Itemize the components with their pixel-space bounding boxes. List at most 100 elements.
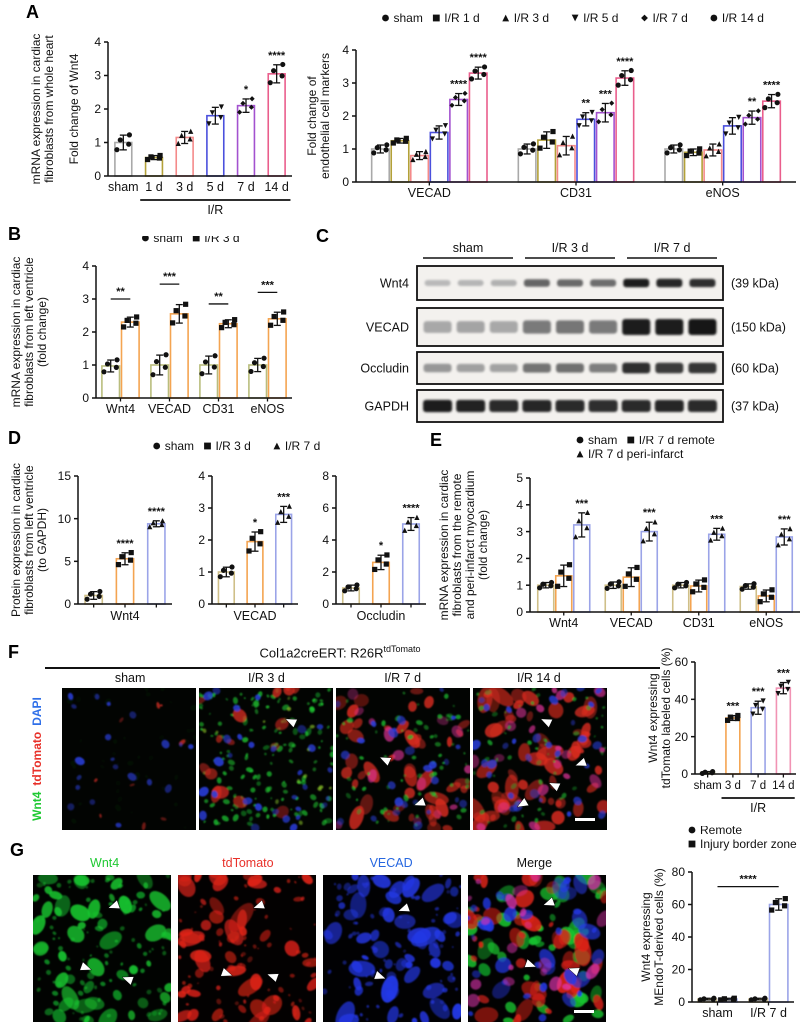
svg-text:***: ***: [710, 513, 724, 525]
svg-text:4: 4: [82, 259, 89, 273]
svg-text:Occludin: Occludin: [357, 609, 406, 623]
g-column-label-tdtomato: tdTomato: [222, 856, 274, 870]
svg-text:fibroblasts from left ventricl: fibroblasts from left ventricle: [22, 465, 36, 615]
svg-text:3 d: 3 d: [725, 780, 741, 792]
svg-text:1: 1: [198, 565, 205, 579]
svg-text:3: 3: [342, 76, 349, 90]
svg-text:and peri-infarct myocardium: and peri-infarct myocardium: [463, 471, 477, 620]
f-column-label: I/R 3 d: [247, 671, 285, 685]
svg-text:20: 20: [672, 963, 686, 977]
svg-text:8: 8: [322, 469, 329, 483]
svg-text:sham: sham: [153, 236, 182, 245]
svg-text:(fold change): (fold change): [476, 510, 490, 580]
f-channel-label-tdtomato: tdTomato: [30, 731, 44, 792]
f-channel-row-label: Wnt4 tdTomato DAPI: [30, 688, 46, 830]
micrograph-g-vecad: [321, 872, 464, 1030]
svg-text:1: 1: [516, 578, 523, 592]
svg-text:**: **: [748, 96, 757, 108]
micrograph-g-wnt4: [30, 868, 178, 1030]
svg-text:****: ****: [116, 538, 134, 550]
svg-text:Injury border zone: Injury border zone: [700, 837, 797, 851]
svg-text:***: ***: [752, 686, 766, 698]
g-column-label-wnt4: Wnt4: [90, 856, 120, 870]
svg-text:Wnt4 expressing: Wnt4 expressing: [639, 892, 653, 981]
svg-text:****: ****: [616, 56, 634, 68]
svg-text:fibroblasts from the remote: fibroblasts from the remote: [450, 473, 464, 616]
chart-endothelial-markers: Fold change of endothelial cell markers sh…: [302, 6, 804, 216]
svg-text:3: 3: [94, 69, 101, 83]
svg-text:3 d: 3 d: [176, 180, 193, 194]
svg-text:2: 2: [198, 533, 205, 547]
chart-lv-mrna: mRNA expression in cardiac fibroblasts fr…: [8, 231, 300, 436]
svg-text:Wnt4: Wnt4: [380, 277, 409, 291]
f-header-underline: [45, 667, 660, 669]
svg-text:0: 0: [681, 767, 688, 781]
svg-text:Occludin: Occludin: [360, 362, 409, 376]
svg-text:***: ***: [599, 88, 613, 100]
svg-text:5 d: 5 d: [207, 180, 224, 194]
svg-text:(fold change): (fold change): [35, 297, 49, 367]
svg-text:**: **: [214, 291, 223, 303]
svg-text:endothelial cell markers: endothelial cell markers: [318, 53, 332, 179]
svg-text:I/R 3 d: I/R 3 d: [514, 11, 549, 25]
svg-text:I/R 5 d: I/R 5 d: [583, 11, 618, 25]
western-blot-panel: sham I/R 3 d I/R 7 d Wnt4 (39 kDa) VECAD (150 …: [305, 238, 806, 430]
svg-text:40: 40: [675, 693, 689, 707]
svg-text:I/R 7 d remote: I/R 7 d remote: [639, 436, 715, 447]
svg-text:***: ***: [163, 271, 177, 283]
svg-text:(39 kDa): (39 kDa): [731, 277, 779, 291]
svg-text:Remote: Remote: [700, 826, 742, 837]
svg-text:6: 6: [322, 501, 329, 515]
panel-label-e: E: [430, 430, 443, 450]
panel-label-c: C: [316, 226, 329, 246]
svg-text:0: 0: [64, 597, 71, 611]
f-header-main: Col1a2creERT: R26R: [259, 645, 384, 661]
svg-text:MEndoT-derived cells (%): MEndoT-derived cells (%): [652, 868, 666, 1005]
svg-text:VECAD: VECAD: [366, 321, 409, 335]
svg-text:fibroblasts from whole heart: fibroblasts from whole heart: [42, 35, 56, 183]
svg-text:14 d: 14 d: [772, 780, 794, 792]
svg-text:5: 5: [516, 471, 523, 485]
panel-label-f: F: [8, 642, 19, 662]
svg-text:I/R: I/R: [207, 203, 223, 217]
micrograph-g-tdtomato: [174, 867, 321, 1030]
svg-text:Wnt4 expressing: Wnt4 expressing: [646, 673, 660, 762]
svg-text:0: 0: [342, 175, 349, 189]
svg-text:Protein expression in cardiac: Protein expression in cardiac: [9, 463, 23, 617]
f-genotype-header: Col1a2creERT: R26RtdTomato: [100, 644, 580, 660]
svg-text:(37 kDa): (37 kDa): [731, 400, 779, 414]
svg-text:****: ****: [450, 79, 468, 91]
svg-text:4: 4: [322, 533, 329, 547]
svg-text:sham: sham: [588, 436, 617, 447]
svg-text:****: ****: [740, 874, 758, 886]
svg-text:4: 4: [198, 469, 205, 483]
svg-text:sham: sham: [165, 439, 194, 453]
svg-text:*: *: [253, 517, 258, 529]
svg-text:I/R 7 d: I/R 7 d: [653, 11, 688, 25]
f-column-label: I/R 14 d: [516, 671, 561, 685]
svg-text:10: 10: [58, 512, 72, 526]
svg-text:***: ***: [778, 514, 792, 526]
svg-text:I/R 3 d: I/R 3 d: [552, 241, 589, 255]
svg-text:80: 80: [672, 865, 686, 879]
svg-text:I/R 1 d: I/R 1 d: [444, 11, 479, 25]
g-column-label-vecad: VECAD: [369, 856, 413, 870]
svg-text:eNOS: eNOS: [749, 616, 783, 630]
svg-text:***: ***: [575, 498, 589, 510]
svg-text:sham: sham: [108, 180, 139, 194]
f-header-sup: tdTomato: [383, 644, 421, 654]
f-channel-label-dapi: DAPI: [30, 697, 44, 732]
svg-text:2: 2: [82, 325, 89, 339]
svg-text:4: 4: [342, 43, 349, 57]
svg-text:fibroblasts from left ventricl: fibroblasts from left ventricle: [22, 257, 36, 407]
micrograph-f-ir14d: [466, 685, 611, 839]
svg-text:(60 kDa): (60 kDa): [731, 362, 779, 376]
svg-text:***: ***: [643, 507, 657, 519]
svg-text:I/R 7 d: I/R 7 d: [654, 241, 691, 255]
svg-text:eNOS: eNOS: [250, 402, 284, 416]
svg-text:1 d: 1 d: [145, 180, 162, 194]
svg-text:sham: sham: [694, 780, 722, 792]
svg-text:4: 4: [516, 498, 523, 512]
svg-text:***: ***: [277, 491, 291, 503]
